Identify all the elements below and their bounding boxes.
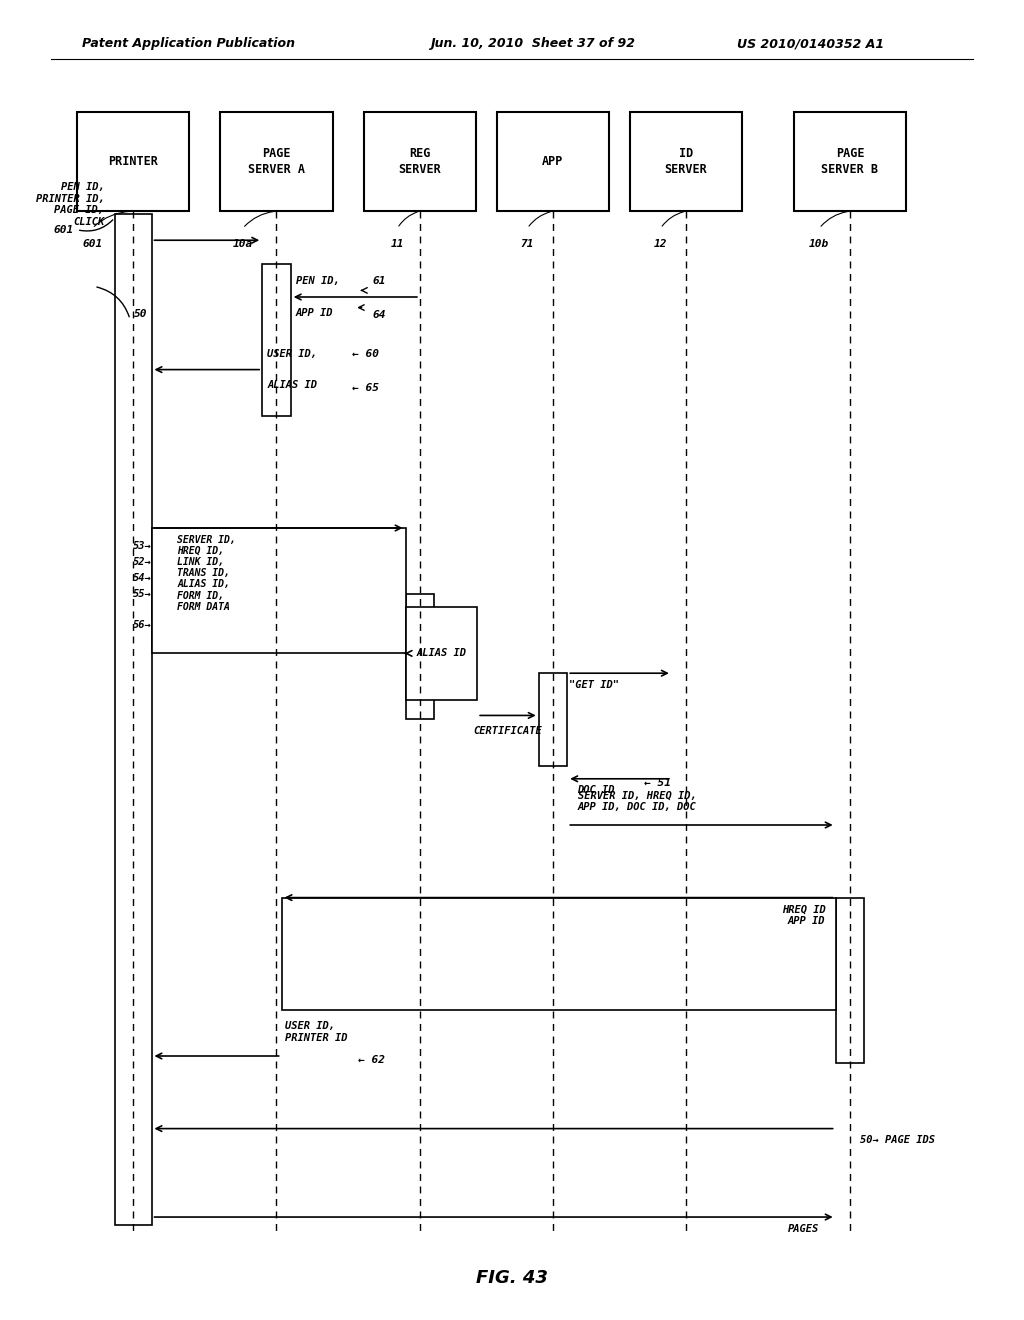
Text: 10b: 10b: [809, 239, 829, 249]
Text: APP: APP: [543, 156, 563, 168]
Text: SERVER ID,
HREQ ID,
LINK ID,
TRANS ID,
ALIAS ID,
FORM ID,
FORM DATA: SERVER ID, HREQ ID, LINK ID, TRANS ID, A…: [177, 535, 236, 611]
Text: 64: 64: [373, 310, 386, 321]
Text: REG
SERVER: REG SERVER: [398, 148, 441, 176]
Bar: [364, 112, 476, 211]
Bar: [539, 673, 567, 766]
Text: PEN ID,
PRINTER ID,
PAGE ID,
CLICK: PEN ID, PRINTER ID, PAGE ID, CLICK: [36, 182, 104, 227]
Bar: [406, 594, 434, 719]
Text: 53→: 53→: [133, 541, 152, 552]
Text: 12: 12: [653, 239, 668, 249]
Bar: [794, 112, 906, 211]
Text: HREQ ID
APP ID: HREQ ID APP ID: [781, 904, 825, 925]
Text: ALIAS ID: ALIAS ID: [417, 648, 466, 659]
Text: PAGE
SERVER A: PAGE SERVER A: [248, 148, 305, 176]
Bar: [282, 898, 836, 1010]
Text: 50→ PAGE IDS: 50→ PAGE IDS: [860, 1135, 935, 1146]
Text: ID
SERVER: ID SERVER: [665, 148, 708, 176]
Text: SERVER ID, HREQ ID,
APP ID, DOC ID, DOC: SERVER ID, HREQ ID, APP ID, DOC ID, DOC: [578, 791, 696, 812]
Bar: [262, 264, 291, 416]
Bar: [630, 112, 742, 211]
Text: APP ID: APP ID: [296, 308, 334, 318]
Text: DOC ID: DOC ID: [578, 785, 615, 796]
Text: 50: 50: [133, 309, 147, 319]
Text: Jun. 10, 2010  Sheet 37 of 92: Jun. 10, 2010 Sheet 37 of 92: [430, 37, 635, 50]
Text: 52→: 52→: [133, 557, 152, 568]
Bar: [152, 528, 406, 653]
Bar: [77, 112, 189, 211]
Text: Patent Application Publication: Patent Application Publication: [82, 37, 295, 50]
Text: 55→: 55→: [133, 589, 152, 599]
Text: ← 65: ← 65: [352, 383, 379, 393]
Text: US 2010/0140352 A1: US 2010/0140352 A1: [737, 37, 885, 50]
Text: PAGE
SERVER B: PAGE SERVER B: [821, 148, 879, 176]
Text: FIG. 43: FIG. 43: [476, 1269, 548, 1287]
Text: 54→: 54→: [133, 573, 152, 583]
Text: 61: 61: [373, 276, 386, 286]
Text: USER ID,
PRINTER ID: USER ID, PRINTER ID: [285, 1022, 347, 1043]
Text: ALIAS ID: ALIAS ID: [267, 380, 317, 391]
Text: 601: 601: [82, 239, 102, 249]
Bar: [220, 112, 333, 211]
Text: 56→: 56→: [133, 620, 152, 631]
Text: "GET ID": "GET ID": [569, 680, 620, 690]
Text: USER ID,: USER ID,: [267, 348, 317, 359]
Text: ← 51: ← 51: [644, 777, 671, 788]
Text: CERTIFICATE: CERTIFICATE: [473, 726, 543, 737]
Text: 601: 601: [53, 224, 74, 235]
Bar: [406, 607, 477, 700]
Text: ← 60: ← 60: [352, 348, 379, 359]
Bar: [115, 214, 152, 1225]
Bar: [497, 112, 609, 211]
Text: 10a: 10a: [232, 239, 253, 249]
Text: 11: 11: [390, 239, 404, 249]
Bar: [836, 898, 864, 1063]
Text: PEN ID,: PEN ID,: [296, 276, 340, 286]
Text: PAGES: PAGES: [787, 1224, 819, 1234]
Text: PRINTER: PRINTER: [109, 156, 158, 168]
Text: ← 62: ← 62: [358, 1055, 385, 1065]
Text: 71: 71: [520, 239, 535, 249]
